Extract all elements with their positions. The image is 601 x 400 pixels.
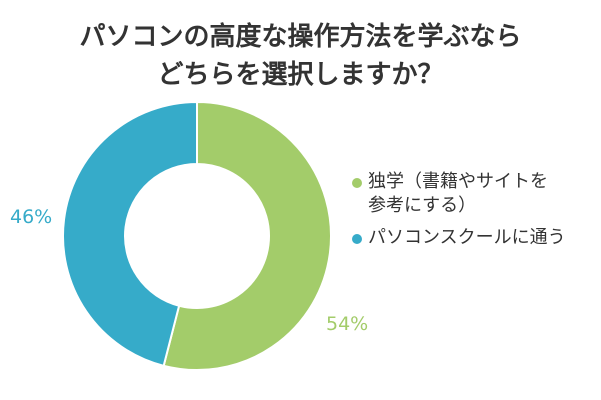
slice-label-independent-study: 54% — [326, 313, 369, 335]
donut-slice-independent-study — [162, 100, 332, 371]
legend-label-independent-study-line-2: 参考にする） — [368, 195, 477, 216]
legend-swatch-independent-study — [352, 178, 362, 188]
legend-label-independent-study-line-1: 独学（書籍やサイトを — [368, 171, 548, 192]
chart-title-line-2: どちらを選択しますか？ — [157, 60, 444, 90]
chart-legend: 独学（書籍やサイトを 参考にする） パソコンスクールに通う — [352, 170, 597, 258]
legend-item-pc-school: パソコンスクールに通う — [352, 226, 597, 250]
chart-title: パソコンの高度な操作方法を学ぶなら どちらを選択しますか？ — [0, 18, 601, 94]
chart-title-line-1: パソコンの高度な操作方法を学ぶなら — [79, 22, 522, 52]
legend-label-pc-school: パソコンスクールに通う — [368, 227, 566, 248]
legend-item-independent-study: 独学（書籍やサイトを 参考にする） — [352, 170, 597, 218]
slice-label-pc-school: 46% — [10, 206, 53, 228]
donut-slice-pc-school — [62, 100, 198, 368]
legend-swatch-pc-school — [352, 234, 362, 244]
